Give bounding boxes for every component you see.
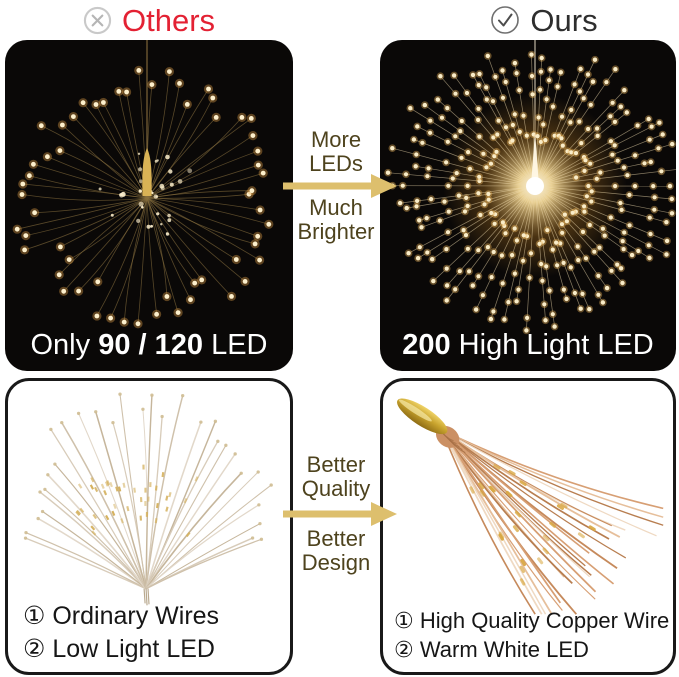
top-benefit-1: More LEDs	[309, 127, 363, 177]
ours-led-caption: 200 High Light LED	[380, 329, 676, 362]
ours-led-panel: 200 High Light LED	[380, 40, 676, 371]
check-circle-icon	[491, 6, 520, 34]
ours-wire-features: ① High Quality Copper Wire ② Warm White …	[394, 606, 669, 664]
feature-line: ② Low Light LED	[23, 635, 215, 663]
cross-circle-icon	[83, 6, 112, 34]
others-header: Others	[5, 1, 293, 39]
others-wire-panel: ① Ordinary Wires ② Low Light LED	[5, 378, 293, 675]
feature-line: ① Ordinary Wires	[23, 602, 220, 630]
copper-wire-bundle-image	[397, 398, 664, 615]
caption-count: 200	[402, 329, 451, 361]
ours-header: Ours	[396, 1, 679, 39]
caption-suffix: LED	[203, 329, 268, 361]
dense-firework-lights-image	[384, 40, 676, 335]
bottom-benefit-1: Better Quality	[301, 452, 371, 502]
bottom-benefit-2: Better Design	[301, 526, 371, 576]
right-arrow-icon	[283, 502, 397, 526]
others-led-panel: Only 90 / 120 LED	[5, 40, 293, 371]
caption-suffix: High Light LED	[450, 329, 654, 361]
others-label: Others	[121, 2, 216, 38]
caption-prefix: Only	[30, 329, 99, 361]
feature-line: ② Warm White LED	[394, 636, 589, 662]
right-arrow-icon	[283, 174, 397, 198]
others-led-caption: Only 90 / 120 LED	[5, 329, 293, 362]
feature-line: ① High Quality Copper Wire	[394, 607, 670, 633]
ours-wire-panel: ① High Quality Copper Wire ② Warm White …	[380, 378, 676, 675]
ours-label: Ours	[530, 2, 598, 38]
top-benefit-2: Much Brighter	[297, 195, 375, 245]
ordinary-wires-image	[23, 392, 273, 606]
caption-count: 90 / 120	[98, 329, 204, 361]
others-wire-features: ① Ordinary Wires ② Low Light LED	[23, 600, 219, 666]
sparse-firework-lights-image	[12, 40, 274, 329]
